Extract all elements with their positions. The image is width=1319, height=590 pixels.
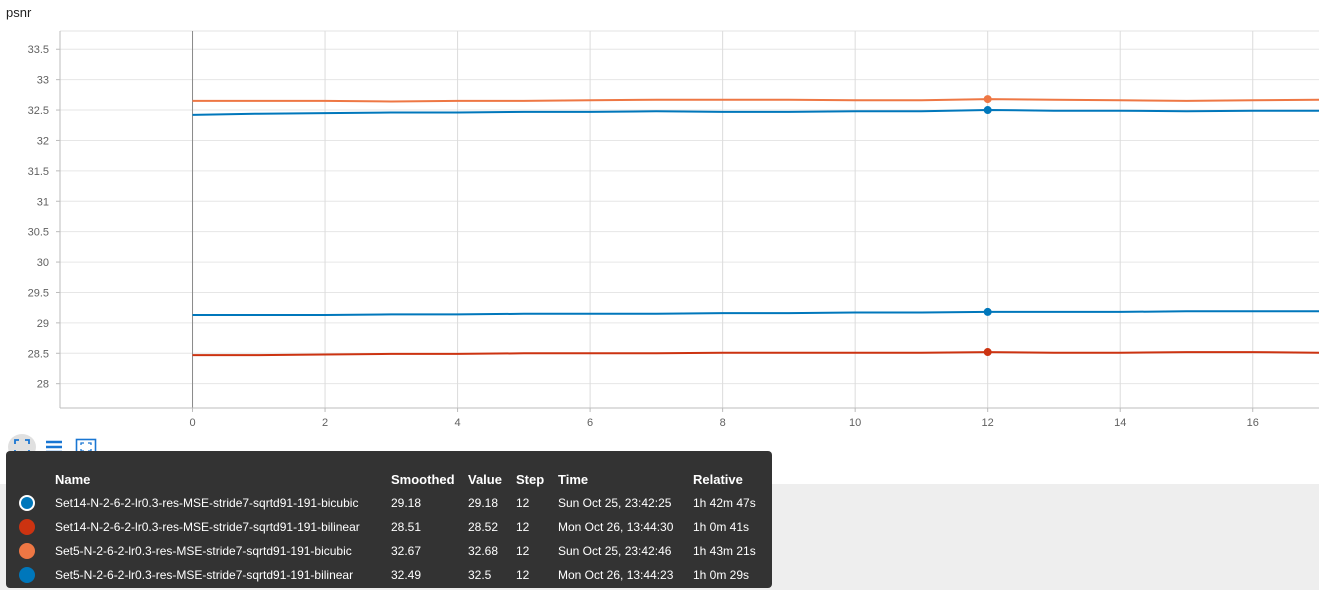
tooltip-step: 12 <box>516 544 530 558</box>
tooltip-run-name: Set14-N-2-6-2-lr0.3-res-MSE-stride7-sqrt… <box>55 496 359 510</box>
hover-point <box>983 106 992 115</box>
tooltip-relative: 1h 43m 21s <box>693 544 756 558</box>
tooltip-relative: 1h 0m 41s <box>693 520 750 534</box>
tooltip-smoothed: 32.49 <box>391 568 422 582</box>
tooltip-time: Mon Oct 26, 13:44:30 <box>558 520 674 534</box>
series-line <box>192 351 1319 357</box>
series-lines <box>192 98 1319 357</box>
fit-to-data-icon <box>14 439 30 455</box>
series-line <box>192 310 1319 316</box>
tooltip-table: Name Smoothed Value Step Time Relative S… <box>14 467 772 587</box>
tooltip-run-name: Set14-N-2-6-2-lr0.3-res-MSE-stride7-sqrt… <box>55 520 360 534</box>
x-tick-label: 2 <box>322 417 328 429</box>
y-tick-label: 31 <box>37 196 49 208</box>
x-tick-label: 6 <box>587 417 593 429</box>
tooltip-row: Set14-N-2-6-2-lr0.3-res-MSE-stride7-sqrt… <box>14 491 772 515</box>
tooltip-value: 29.18 <box>468 496 499 510</box>
hover-markers <box>983 95 992 357</box>
tooltip-smoothed: 28.51 <box>391 520 422 534</box>
y-tick-label: 31.5 <box>28 166 49 178</box>
tooltip-time: Sun Oct 25, 23:42:25 <box>558 496 672 510</box>
tooltip-run-name: Set5-N-2-6-2-lr0.3-res-MSE-stride7-sqrtd… <box>55 544 352 558</box>
hover-point <box>983 348 992 357</box>
hover-point <box>983 307 992 316</box>
y-tick-label: 29.5 <box>28 287 49 299</box>
series-line <box>192 109 1319 116</box>
chart-title: psnr <box>6 5 32 20</box>
x-tick-label: 14 <box>1114 417 1126 429</box>
tooltip-relative: 1h 42m 47s <box>693 496 756 510</box>
tooltip-relative: 1h 0m 29s <box>693 568 750 582</box>
tooltip-run-name: Set5-N-2-6-2-lr0.3-res-MSE-stride7-sqrtd… <box>55 568 354 582</box>
series-swatch <box>19 567 35 583</box>
series-swatch <box>19 519 35 535</box>
grid-lines <box>60 30 1319 408</box>
tooltip-row: Set14-N-2-6-2-lr0.3-res-MSE-stride7-sqrt… <box>14 515 772 539</box>
tooltip-header-time: Time <box>558 471 589 487</box>
tooltip-swatch-cell <box>14 563 50 587</box>
tooltip-time: Sun Oct 25, 23:42:46 <box>558 544 672 558</box>
hover-point <box>983 95 992 104</box>
tooltip-header-smoothed: Smoothed <box>391 471 455 487</box>
tooltip-header-name: Name <box>55 471 91 487</box>
series-swatch <box>19 495 35 511</box>
tooltip-header-relative: Relative <box>693 471 743 487</box>
tooltip-value: 32.5 <box>468 568 492 582</box>
tooltip-swatch-cell <box>14 491 50 515</box>
tooltip-step: 12 <box>516 568 530 582</box>
y-tick-label: 32.5 <box>28 105 49 117</box>
tooltip-smoothed: 29.18 <box>391 496 422 510</box>
tooltip-header-row: Name Smoothed Value Step Time Relative <box>14 467 772 491</box>
x-tick-label: 10 <box>849 417 861 429</box>
tooltip-value: 28.52 <box>468 520 499 534</box>
tooltip-step: 12 <box>516 496 530 510</box>
y-tick-label: 30.5 <box>28 227 49 239</box>
data-tooltip: Name Smoothed Value Step Time Relative S… <box>6 451 772 588</box>
tooltip-row: Set5-N-2-6-2-lr0.3-res-MSE-stride7-sqrtd… <box>14 563 772 587</box>
series-swatch <box>19 543 35 559</box>
axes <box>56 31 1319 412</box>
tooltip-header-swatch <box>14 467 50 491</box>
y-tick-label: 28 <box>37 379 49 391</box>
tooltip-time: Mon Oct 26, 13:44:23 <box>558 568 674 582</box>
x-tick-label: 0 <box>189 417 195 429</box>
x-tick-label: 8 <box>720 417 726 429</box>
tooltip-header-step: Step <box>516 471 545 487</box>
tooltip-row: Set5-N-2-6-2-lr0.3-res-MSE-stride7-sqrtd… <box>14 539 772 563</box>
tooltip-swatch-cell <box>14 515 50 539</box>
y-tick-label: 33.5 <box>28 44 49 56</box>
tick-labels: 28 28.5 29 29.5 30 30.5 31 31.5 32 32.5 33 33.5 0 2 4 6… <box>28 44 1259 429</box>
tooltip-swatch-cell <box>14 539 50 563</box>
tooltip-smoothed: 32.67 <box>391 544 422 558</box>
x-tick-label: 12 <box>982 417 994 429</box>
x-tick-label: 16 <box>1247 417 1259 429</box>
chart-plot[interactable]: 28 28.5 29 29.5 30 30.5 31 31.5 32 32.5 33 33.5 0 2 4 6… <box>0 0 1319 430</box>
series-line <box>192 98 1319 103</box>
y-tick-label: 32 <box>37 135 49 147</box>
y-tick-label: 30 <box>37 257 49 269</box>
tooltip-header-value: Value <box>468 471 502 487</box>
tooltip-value: 32.68 <box>468 544 499 558</box>
y-tick-label: 28.5 <box>28 348 49 360</box>
y-tick-label: 29 <box>37 318 49 330</box>
tooltip-step: 12 <box>516 520 530 534</box>
y-tick-label: 33 <box>37 75 49 87</box>
x-tick-label: 4 <box>455 417 461 429</box>
